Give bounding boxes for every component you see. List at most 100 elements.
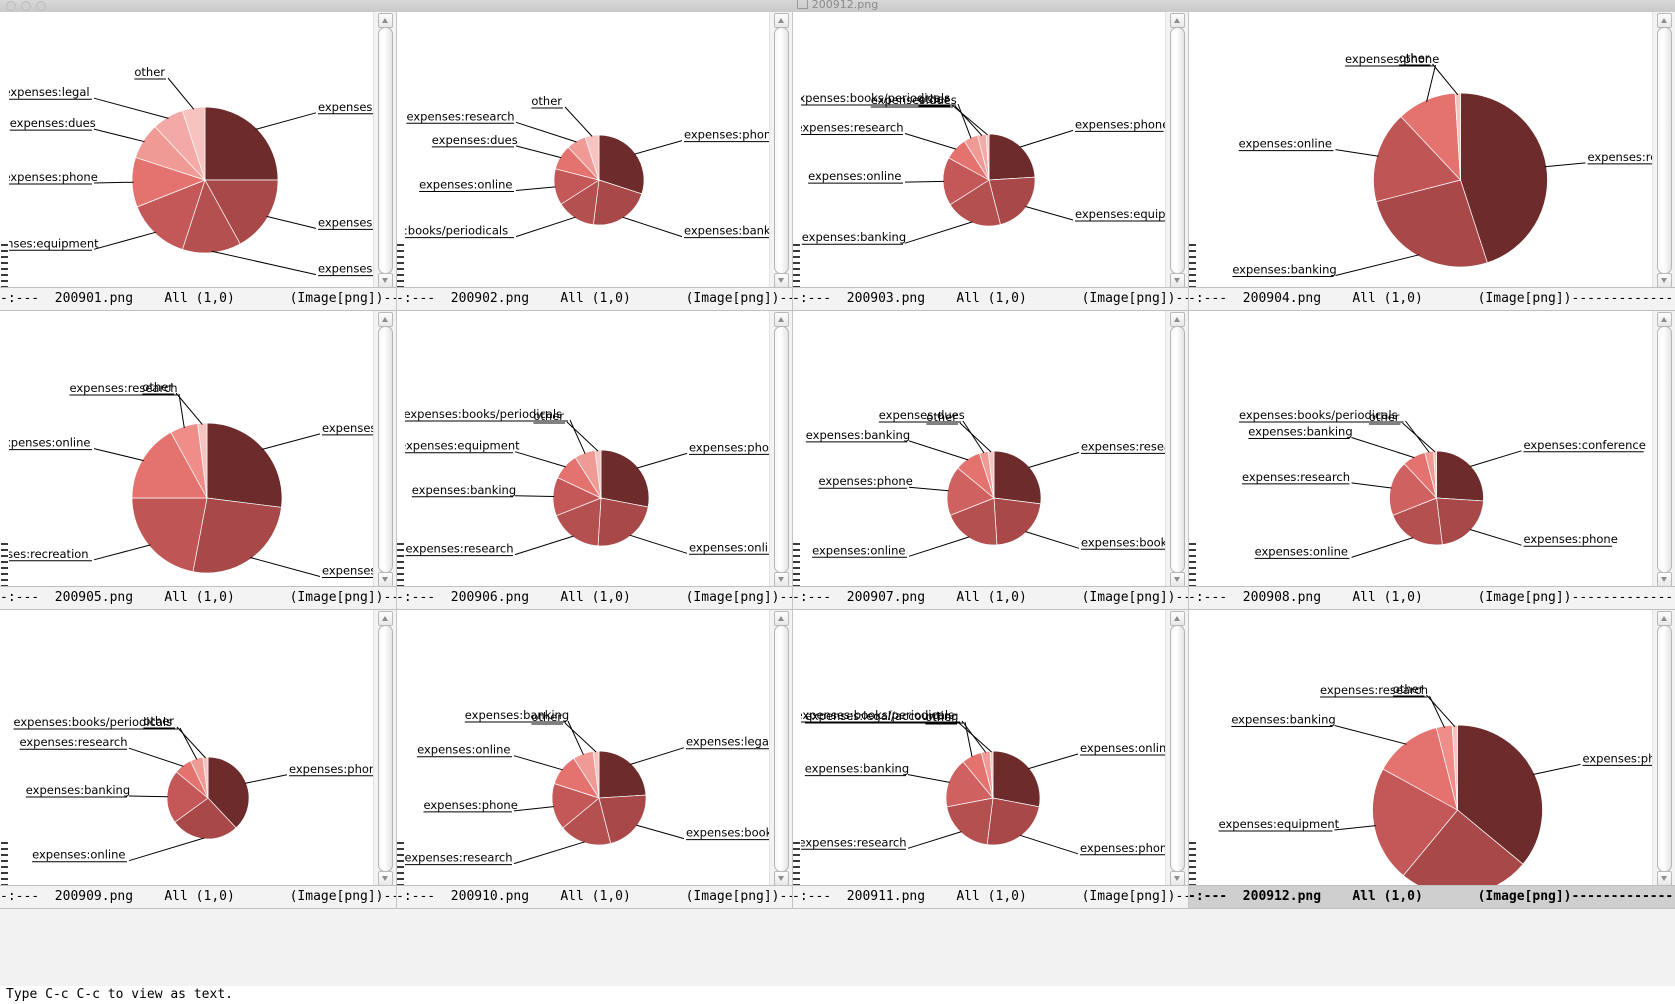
scroll-down-arrow-icon[interactable] <box>1657 273 1672 288</box>
vertical-scrollbar[interactable] <box>1165 12 1188 289</box>
scroll-up-arrow-icon[interactable] <box>378 13 393 28</box>
emacs-window-200911[interactable]: expenses:online expenses:phone expenses:re… <box>792 610 1188 909</box>
window-divider <box>792 12 793 311</box>
mode-line[interactable]: -:--- 200904.png All (1,0) (Image[png])-… <box>1188 287 1675 311</box>
fringe-dash-icon <box>1189 244 1196 246</box>
scroll-down-arrow-icon[interactable] <box>378 273 393 288</box>
fringe-dash-icon <box>1189 561 1196 563</box>
scroll-up-arrow-icon[interactable] <box>1657 13 1672 28</box>
fringe-dash-icon <box>1189 842 1196 844</box>
emacs-window-200907[interactable]: expenses:research expenses:books/periodic… <box>792 311 1188 610</box>
vertical-scrollbar[interactable] <box>1652 311 1675 588</box>
emacs-window-200903[interactable]: expenses:phone expenses:equipment expenses… <box>792 12 1188 311</box>
vertical-scrollbar[interactable] <box>769 12 792 289</box>
scroll-down-arrow-icon[interactable] <box>1170 572 1185 587</box>
vertical-scrollbar[interactable] <box>769 610 792 887</box>
pie-slice-label: expenses:books/periodicals <box>405 224 508 238</box>
window-controls[interactable] <box>6 1 46 11</box>
scrollbar-thumb[interactable] <box>1170 27 1185 274</box>
emacs-window-200902[interactable]: expenses:phone expenses:banking expenses:b… <box>396 12 792 311</box>
mode-line[interactable]: -:--- 200910.png All (1,0) (Image[png])-… <box>396 885 792 909</box>
vertical-scrollbar[interactable] <box>1165 311 1188 588</box>
scroll-up-arrow-icon[interactable] <box>774 13 789 28</box>
image-buffer[interactable]: expenses:banking expenses:online expenses:… <box>0 12 396 289</box>
scroll-up-arrow-icon[interactable] <box>1170 611 1185 626</box>
scrollbar-thumb[interactable] <box>378 625 393 872</box>
scroll-up-arrow-icon[interactable] <box>774 611 789 626</box>
image-buffer[interactable]: expenses:research expenses:books/periodic… <box>792 311 1188 588</box>
vertical-scrollbar[interactable] <box>1652 12 1675 289</box>
mode-line[interactable]: -:--- 200911.png All (1,0) (Image[png])-… <box>792 885 1188 909</box>
emacs-window-200904[interactable]: expenses:research expenses:banking expense… <box>1188 12 1675 311</box>
mode-line[interactable]: -:--- 200906.png All (1,0) (Image[png])-… <box>396 586 792 610</box>
mode-line[interactable]: -:--- 200912.png All (1,0) (Image[png])-… <box>1188 885 1675 909</box>
scroll-down-arrow-icon[interactable] <box>1170 273 1185 288</box>
emacs-window-200910[interactable]: expenses:legal/accounting expenses:books/… <box>396 610 792 909</box>
mode-line[interactable]: -:--- 200901.png All (1,0) (Image[png])-… <box>0 287 396 311</box>
scroll-up-arrow-icon[interactable] <box>1170 13 1185 28</box>
image-buffer[interactable]: expenses:phone expenses:equipment expenses… <box>792 12 1188 289</box>
scroll-down-arrow-icon[interactable] <box>1657 871 1672 886</box>
leader-line <box>1335 254 1420 276</box>
mode-line[interactable]: -:--- 200907.png All (1,0) (Image[png])-… <box>792 586 1188 610</box>
maximize-button[interactable] <box>36 1 46 11</box>
emacs-window-200901[interactable]: expenses:banking expenses:online expenses:… <box>0 12 396 311</box>
image-buffer[interactable]: expenses:phone expenses:banking expenses:b… <box>396 12 792 289</box>
pie-chart-image: expenses:banking expenses:online expenses:… <box>9 12 374 289</box>
pie-slice <box>1454 92 1461 181</box>
fringe-dash-icon <box>793 878 800 880</box>
mode-line[interactable]: -:--- 200902.png All (1,0) (Image[png])-… <box>396 287 792 311</box>
image-buffer[interactable]: expenses:phoneexpenses:onlineexpenses:eq… <box>1188 610 1675 887</box>
pie-chart-image: expenses:phoneexpenses:onlineexpenses:eq… <box>1197 610 1653 887</box>
scrollbar-thumb[interactable] <box>1657 326 1672 573</box>
emacs-window-200905[interactable]: expenses:phone expenses:banking expenses:r… <box>0 311 396 610</box>
scrollbar-thumb[interactable] <box>1170 625 1185 872</box>
close-button[interactable] <box>6 1 16 11</box>
image-buffer[interactable]: expenses:legal/accounting expenses:books/… <box>396 610 792 887</box>
scrollbar-thumb[interactable] <box>774 27 789 274</box>
scrollbar-thumb[interactable] <box>1657 27 1672 274</box>
emacs-window-200906[interactable]: expenses:phone expenses:online expenses:re… <box>396 311 792 610</box>
scroll-down-arrow-icon[interactable] <box>1170 871 1185 886</box>
image-buffer[interactable]: expenses:phone expenses:banking expenses:r… <box>0 311 396 588</box>
image-buffer[interactable]: expenses:online expenses:phone expenses:re… <box>792 610 1188 887</box>
vertical-scrollbar[interactable] <box>1165 610 1188 887</box>
scrollbar-thumb[interactable] <box>378 326 393 573</box>
scroll-up-arrow-icon[interactable] <box>1657 312 1672 327</box>
scrollbar-thumb[interactable] <box>1657 625 1672 872</box>
scroll-up-arrow-icon[interactable] <box>1170 312 1185 327</box>
image-buffer[interactable]: expenses:research expenses:banking expense… <box>1188 12 1675 289</box>
scroll-up-arrow-icon[interactable] <box>378 312 393 327</box>
vertical-scrollbar[interactable] <box>373 610 396 887</box>
scroll-up-arrow-icon[interactable] <box>1657 611 1672 626</box>
image-buffer[interactable]: expenses:phone expenses:online expenses:ba… <box>0 610 396 887</box>
scroll-down-arrow-icon[interactable] <box>774 273 789 288</box>
scroll-down-arrow-icon[interactable] <box>774 871 789 886</box>
mode-line[interactable]: -:--- 200905.png All (1,0) (Image[png])-… <box>0 586 396 610</box>
mode-line[interactable]: -:--- 200909.png All (1,0) (Image[png])-… <box>0 885 396 909</box>
scrollbar-thumb[interactable] <box>1170 326 1185 573</box>
fringe-dash-icon <box>793 555 800 557</box>
mode-line[interactable]: -:--- 200903.png All (1,0) (Image[png])-… <box>792 287 1188 311</box>
vertical-scrollbar[interactable] <box>373 311 396 588</box>
scroll-down-arrow-icon[interactable] <box>1657 572 1672 587</box>
scroll-down-arrow-icon[interactable] <box>378 572 393 587</box>
image-buffer[interactable]: expenses:conference expenses:phone expense… <box>1188 311 1675 588</box>
scrollbar-thumb[interactable] <box>774 326 789 573</box>
emacs-window-200912[interactable]: expenses:phoneexpenses:onlineexpenses:eq… <box>1188 610 1675 909</box>
emacs-window-200909[interactable]: expenses:phone expenses:online expenses:ba… <box>0 610 396 909</box>
emacs-window-200908[interactable]: expenses:conference expenses:phone expense… <box>1188 311 1675 610</box>
scroll-up-arrow-icon[interactable] <box>774 312 789 327</box>
image-buffer[interactable]: expenses:phone expenses:online expenses:re… <box>396 311 792 588</box>
vertical-scrollbar[interactable] <box>1652 610 1675 887</box>
vertical-scrollbar[interactable] <box>769 311 792 588</box>
scroll-up-arrow-icon[interactable] <box>378 611 393 626</box>
vertical-scrollbar[interactable] <box>373 12 396 289</box>
scroll-down-arrow-icon[interactable] <box>378 871 393 886</box>
scrollbar-thumb[interactable] <box>378 27 393 274</box>
scroll-down-arrow-icon[interactable] <box>774 572 789 587</box>
mode-line[interactable]: -:--- 200908.png All (1,0) (Image[png])-… <box>1188 586 1675 610</box>
scrollbar-thumb[interactable] <box>774 625 789 872</box>
pie-slice-label: other <box>925 710 956 724</box>
minimize-button[interactable] <box>21 1 31 11</box>
